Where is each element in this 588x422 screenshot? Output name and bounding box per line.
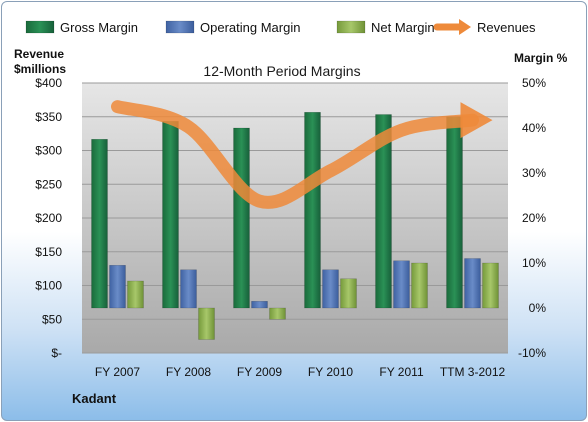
bar-net-margin bbox=[340, 278, 357, 309]
left-tick-label: $400 bbox=[35, 76, 62, 90]
right-tick-label: 50% bbox=[522, 76, 546, 90]
bar-operating-margin bbox=[251, 301, 268, 309]
left-tick-label: $50 bbox=[42, 312, 62, 326]
left-tick-label: $300 bbox=[35, 144, 62, 158]
bar-net-margin bbox=[127, 280, 144, 309]
legend-label: Revenues bbox=[477, 20, 536, 35]
legend-swatch-gross-margin bbox=[25, 20, 55, 34]
category-label: FY 2007 bbox=[95, 365, 140, 379]
bar-gross-margin bbox=[162, 121, 179, 309]
left-tick-label: $100 bbox=[35, 279, 62, 293]
left-axis-ticks: $- $50 $100 $150 $200 $250 $300 $350 $400 bbox=[35, 76, 62, 360]
revenue-line bbox=[111, 100, 493, 209]
right-tick-label: 40% bbox=[522, 121, 546, 135]
bar-net-margin bbox=[482, 262, 499, 309]
bar-net-margin bbox=[198, 307, 215, 340]
bar-operating-margin bbox=[464, 258, 481, 309]
left-axis-title-line2: $millions bbox=[14, 62, 66, 76]
left-axis-title-line1: Revenue bbox=[14, 47, 64, 61]
right-tick-label: -10% bbox=[518, 346, 546, 360]
right-tick-label: 0% bbox=[529, 301, 547, 315]
legend-swatch-operating-margin bbox=[165, 20, 195, 34]
bar-gross-margin bbox=[91, 139, 108, 309]
right-axis-ticks: -10% 0% 10% 20% 30% 40% 50% bbox=[518, 76, 546, 360]
left-tick-label: $250 bbox=[35, 177, 62, 191]
bar-operating-margin bbox=[109, 265, 126, 309]
legend-label: Gross Margin bbox=[60, 20, 138, 35]
category-label: FY 2009 bbox=[237, 365, 282, 379]
category-label: TTM 3-2012 bbox=[440, 365, 506, 379]
category-labels: FY 2007 FY 2008 FY 2009 FY 2010 FY 2011 TTM 3… bbox=[95, 365, 506, 379]
legend: Gross Margin Operating Margin Net Margin Re… bbox=[25, 19, 536, 35]
bar-net-margin bbox=[411, 262, 428, 309]
left-tick-label: $- bbox=[51, 346, 62, 360]
left-tick-label: $200 bbox=[35, 211, 62, 225]
bar-operating-margin bbox=[180, 269, 197, 309]
chart-title: 12-Month Period Margins bbox=[203, 63, 360, 79]
legend-label: Net Margin bbox=[371, 20, 435, 35]
left-tick-label: $150 bbox=[35, 245, 62, 259]
bar-net-margin bbox=[269, 307, 286, 320]
bar-operating-margin bbox=[393, 260, 410, 309]
revenue-arrowhead bbox=[460, 102, 493, 139]
category-label: FY 2011 bbox=[379, 365, 424, 379]
legend-swatch-net-margin bbox=[336, 20, 366, 34]
bar-gross-margin bbox=[233, 127, 250, 309]
right-axis-title: Margin % bbox=[514, 51, 568, 65]
bar-operating-margin bbox=[322, 269, 339, 309]
bar-gross-margin bbox=[304, 112, 321, 309]
right-tick-label: 10% bbox=[522, 256, 546, 270]
category-label: FY 2008 bbox=[166, 365, 211, 379]
left-tick-label: $350 bbox=[35, 110, 62, 124]
company-label: Kadant bbox=[72, 391, 117, 406]
bar-gross-margin bbox=[375, 114, 392, 309]
legend-label: Operating Margin bbox=[200, 20, 300, 35]
bars bbox=[91, 112, 499, 340]
right-tick-label: 20% bbox=[522, 211, 546, 225]
category-label: FY 2010 bbox=[308, 365, 353, 379]
right-tick-label: 30% bbox=[522, 166, 546, 180]
bar-gross-margin bbox=[446, 116, 463, 309]
revenue-line-path bbox=[111, 100, 479, 209]
legend-arrow-icon bbox=[459, 19, 471, 35]
